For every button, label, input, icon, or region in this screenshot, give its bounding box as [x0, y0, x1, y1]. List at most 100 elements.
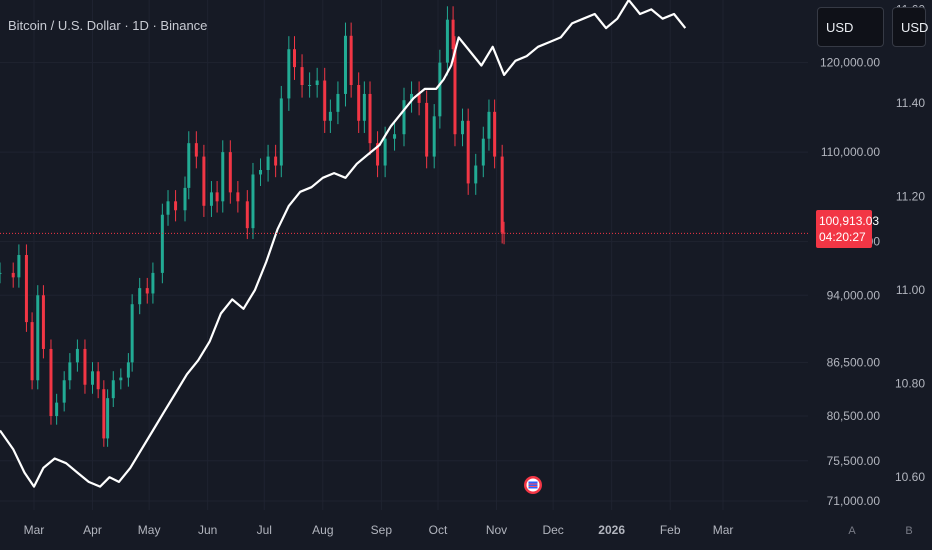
time-tick-label: 2026 [598, 523, 625, 537]
overlay-tick-label: 11.40 [896, 96, 925, 110]
candle-body [75, 348, 79, 363]
candle-body [453, 49, 457, 135]
candle-body [130, 304, 134, 363]
price-tick-label: 94,000.00 [827, 288, 881, 302]
auto-scale-button[interactable]: A [848, 525, 856, 537]
candle-body [393, 134, 397, 139]
candle-body [461, 120, 465, 135]
time-tick-label: Nov [486, 523, 507, 537]
time-tick-label: Mar [24, 523, 45, 537]
candle-body [293, 49, 297, 68]
candle-body [221, 152, 225, 202]
candle-body [30, 322, 34, 381]
time-axis: Mar Apr May Jun Jul Aug Sep Oct Nov Dec 2026 Feb Mar [24, 523, 734, 537]
time-tick-label: Jun [198, 523, 217, 537]
candle-body [493, 111, 497, 157]
time-tick-label: Dec [542, 523, 563, 537]
time-tick-label: Aug [312, 523, 333, 537]
time-tick-label: Apr [83, 523, 102, 537]
overlay-line-series [0, 0, 687, 488]
candle-body [236, 192, 240, 202]
price-tick-label: 75,500.00 [827, 454, 881, 468]
candle-body [466, 120, 470, 184]
price-tick-label: 120,000.00 [820, 56, 880, 70]
candle-body [145, 288, 149, 294]
time-tick-label: Oct [429, 523, 448, 537]
candle-body [83, 348, 87, 385]
overlay-tick-label: 11.00 [896, 283, 925, 297]
candle-body [259, 170, 263, 175]
candle-body [166, 201, 170, 215]
candle-body [323, 80, 327, 121]
candle-body [49, 348, 53, 417]
candle-body [481, 138, 485, 166]
candle-body [215, 192, 219, 202]
candle-body [445, 19, 449, 63]
grid-lines [0, 0, 808, 510]
candle-body [266, 156, 270, 170]
price-tick-label: 71,000.00 [827, 494, 881, 508]
event-flag-icon[interactable] [524, 476, 542, 494]
time-tick-label: Sep [371, 523, 393, 537]
overlay-scale-button[interactable]: B [905, 525, 913, 537]
overlay-tick-label: 10.80 [895, 377, 925, 391]
candle-body [228, 152, 232, 193]
candle-body [102, 389, 106, 439]
candle-body [151, 272, 155, 294]
candle-body [357, 85, 361, 121]
candle-body [41, 295, 45, 349]
candle-body [91, 371, 95, 385]
candle-body [368, 93, 372, 144]
candle-body [417, 93, 421, 103]
candle-body [362, 93, 366, 121]
candle-body [62, 380, 66, 403]
candle-body [287, 49, 291, 99]
candle-body [68, 362, 72, 381]
candle-body [383, 138, 387, 166]
candle-body [438, 62, 442, 117]
candle-body [202, 156, 206, 206]
overlay-tick-label: 11.20 [896, 190, 925, 204]
candle-body [315, 80, 319, 85]
candle-body [119, 377, 123, 381]
candle-body [376, 143, 380, 166]
time-tick-label: Feb [660, 523, 681, 537]
candle-body [55, 402, 59, 417]
candle-body [425, 102, 429, 157]
candle-body [0, 272, 2, 274]
candle-body [194, 143, 198, 157]
price-tick-label: 110,000.00 [821, 145, 880, 159]
candle-body [96, 371, 100, 390]
candle-body [410, 93, 414, 101]
candle-body [36, 295, 40, 381]
candle-body [187, 143, 191, 188]
candle-body [349, 35, 353, 85]
candle-body [11, 272, 15, 278]
overlay-tick-label: 10.60 [895, 470, 925, 484]
last-price-value: 100,913.03 [819, 214, 880, 228]
price-tick-label: 86,500.00 [827, 355, 881, 369]
candle-body [24, 255, 28, 323]
price-tick-label: 80,500.00 [827, 409, 881, 423]
candle-body [432, 116, 436, 157]
candle-body [343, 35, 347, 94]
last-price-label: 100,913.03 04:20:27 [816, 210, 880, 248]
candle-body [300, 67, 304, 85]
candle-body [160, 214, 164, 273]
time-tick-label: May [138, 523, 161, 537]
symbol-title: Bitcoin / U.S. Dollar · 1D · Binance [8, 18, 208, 33]
currency-button[interactable]: USD [817, 7, 884, 47]
candle-body [138, 288, 142, 305]
candle-body [251, 174, 255, 229]
candle-body [500, 156, 504, 233]
price-axis: 71,000.00 75,500.00 80,500.00 86,500.00 94,0… [820, 56, 880, 508]
overlay-currency-button[interactable]: USD [892, 7, 928, 47]
candle-body [174, 201, 178, 211]
candle-body [402, 100, 406, 135]
candle-body [183, 187, 187, 211]
time-tick-label: Mar [713, 523, 734, 537]
bar-countdown: 04:20:27 [819, 230, 866, 244]
candle-body [245, 201, 249, 229]
